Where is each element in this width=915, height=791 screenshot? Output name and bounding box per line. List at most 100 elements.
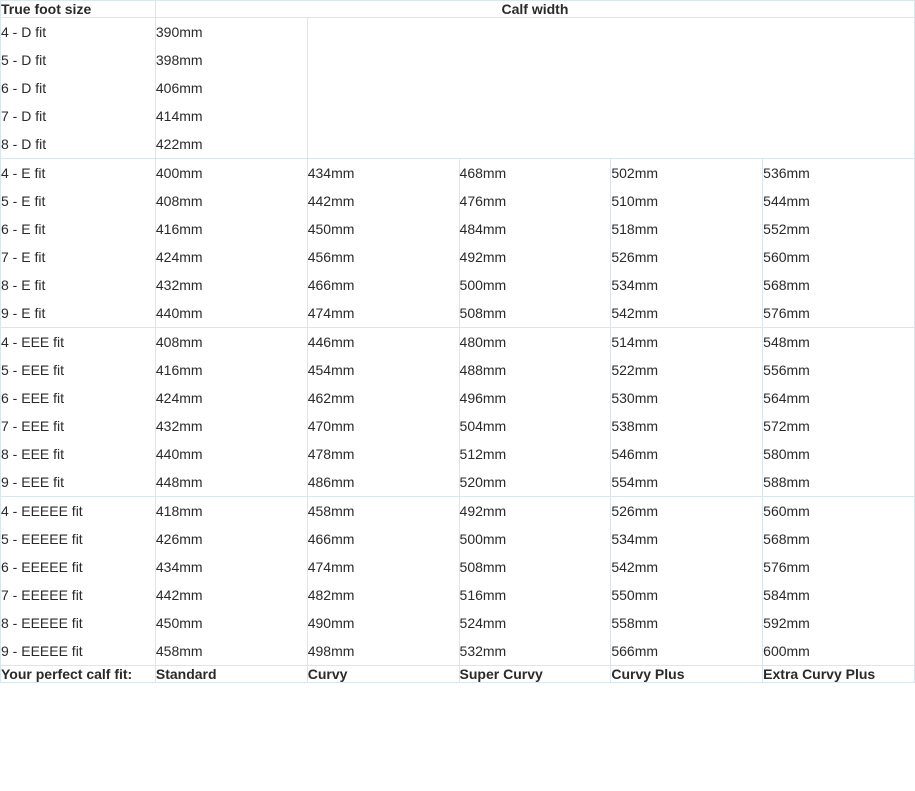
- value: 554mm: [611, 468, 762, 496]
- value: 486mm: [308, 468, 459, 496]
- group-row-e: 4 - E fit 5 - E fit 6 - E fit 7 - E fit …: [1, 159, 915, 328]
- value: 518mm: [611, 215, 762, 243]
- value: 534mm: [611, 525, 762, 553]
- value: 432mm: [156, 271, 307, 299]
- value: 568mm: [763, 271, 914, 299]
- value: 390mm: [156, 18, 307, 46]
- value: 514mm: [611, 328, 762, 356]
- value: 442mm: [308, 187, 459, 215]
- col-extracurvyplus-eeeee: 560mm 568mm 576mm 584mm 592mm 600mm: [763, 497, 915, 666]
- value: 490mm: [308, 609, 459, 637]
- labels-d: 4 - D fit 5 - D fit 6 - D fit 7 - D fit …: [1, 18, 156, 159]
- value: 458mm: [156, 637, 307, 665]
- value: 434mm: [156, 553, 307, 581]
- label: 5 - EEEEE fit: [1, 525, 155, 553]
- value: 530mm: [611, 384, 762, 412]
- col-standard-eeeee: 418mm 426mm 434mm 442mm 450mm 458mm: [155, 497, 307, 666]
- value: 456mm: [308, 243, 459, 271]
- value: 552mm: [763, 215, 914, 243]
- label: 7 - D fit: [1, 102, 155, 130]
- footer-label: Your perfect calf fit:: [1, 666, 156, 683]
- footer-curvyplus: Curvy Plus: [611, 666, 763, 683]
- value: 450mm: [308, 215, 459, 243]
- value: 424mm: [156, 243, 307, 271]
- label: 7 - EEE fit: [1, 412, 155, 440]
- value: 546mm: [611, 440, 762, 468]
- col-supercurvy-eee: 480mm 488mm 496mm 504mm 512mm 520mm: [459, 328, 611, 497]
- value: 498mm: [308, 637, 459, 665]
- value: 484mm: [460, 215, 611, 243]
- label: 4 - EEEEE fit: [1, 497, 155, 525]
- value: 400mm: [156, 159, 307, 187]
- label: 8 - E fit: [1, 271, 155, 299]
- footer-supercurvy: Super Curvy: [459, 666, 611, 683]
- value: 516mm: [460, 581, 611, 609]
- col-curvyplus-eee: 514mm 522mm 530mm 538mm 546mm 554mm: [611, 328, 763, 497]
- label: 5 - EEE fit: [1, 356, 155, 384]
- value: 538mm: [611, 412, 762, 440]
- value: 588mm: [763, 468, 914, 496]
- value: 482mm: [308, 581, 459, 609]
- value: 448mm: [156, 468, 307, 496]
- col-supercurvy-eeeee: 492mm 500mm 508mm 516mm 524mm 532mm: [459, 497, 611, 666]
- value: 432mm: [156, 412, 307, 440]
- col-extracurvyplus-e: 536mm 544mm 552mm 560mm 568mm 576mm: [763, 159, 915, 328]
- value: 398mm: [156, 46, 307, 74]
- label: 8 - EEEEE fit: [1, 609, 155, 637]
- col-standard-e: 400mm 408mm 416mm 424mm 432mm 440mm: [155, 159, 307, 328]
- value: 488mm: [460, 356, 611, 384]
- labels-eee: 4 - EEE fit 5 - EEE fit 6 - EEE fit 7 - …: [1, 328, 156, 497]
- value: 542mm: [611, 299, 762, 327]
- header-row: True foot size Calf width: [1, 1, 915, 18]
- value: 500mm: [460, 525, 611, 553]
- value: 416mm: [156, 215, 307, 243]
- value: 572mm: [763, 412, 914, 440]
- label: 6 - EEE fit: [1, 384, 155, 412]
- col-empty-d: [307, 18, 914, 159]
- col-curvy-eee: 446mm 454mm 462mm 470mm 478mm 486mm: [307, 328, 459, 497]
- label: 7 - EEEEE fit: [1, 581, 155, 609]
- value: 450mm: [156, 609, 307, 637]
- value: 426mm: [156, 525, 307, 553]
- value: 474mm: [308, 553, 459, 581]
- labels-eeeee: 4 - EEEEE fit 5 - EEEEE fit 6 - EEEEE fi…: [1, 497, 156, 666]
- value: 500mm: [460, 271, 611, 299]
- value: 556mm: [763, 356, 914, 384]
- calf-width-table: True foot size Calf width 4 - D fit 5 - …: [0, 0, 915, 683]
- footer-extracurvyplus: Extra Curvy Plus: [763, 666, 915, 683]
- labels-e: 4 - E fit 5 - E fit 6 - E fit 7 - E fit …: [1, 159, 156, 328]
- value: 548mm: [763, 328, 914, 356]
- value: 416mm: [156, 356, 307, 384]
- label: 4 - E fit: [1, 159, 155, 187]
- value: 454mm: [308, 356, 459, 384]
- value: 566mm: [611, 637, 762, 665]
- value: 510mm: [611, 187, 762, 215]
- col-standard-eee: 408mm 416mm 424mm 432mm 440mm 448mm: [155, 328, 307, 497]
- value: 466mm: [308, 271, 459, 299]
- value: 592mm: [763, 609, 914, 637]
- value: 558mm: [611, 609, 762, 637]
- col-supercurvy-e: 468mm 476mm 484mm 492mm 500mm 508mm: [459, 159, 611, 328]
- label: 4 - EEE fit: [1, 328, 155, 356]
- value: 560mm: [763, 497, 914, 525]
- value: 564mm: [763, 384, 914, 412]
- header-true-foot-size: True foot size: [1, 1, 156, 18]
- col-curvyplus-eeeee: 526mm 534mm 542mm 550mm 558mm 566mm: [611, 497, 763, 666]
- label: 9 - E fit: [1, 299, 155, 327]
- group-row-d: 4 - D fit 5 - D fit 6 - D fit 7 - D fit …: [1, 18, 915, 159]
- value: 520mm: [460, 468, 611, 496]
- header-calf-width: Calf width: [155, 1, 914, 18]
- value: 576mm: [763, 553, 914, 581]
- label: 7 - E fit: [1, 243, 155, 271]
- value: 440mm: [156, 440, 307, 468]
- value: 544mm: [763, 187, 914, 215]
- col-extracurvyplus-eee: 548mm 556mm 564mm 572mm 580mm 588mm: [763, 328, 915, 497]
- value: 478mm: [308, 440, 459, 468]
- value: 522mm: [611, 356, 762, 384]
- label: 4 - D fit: [1, 18, 155, 46]
- group-row-eeeee: 4 - EEEEE fit 5 - EEEEE fit 6 - EEEEE fi…: [1, 497, 915, 666]
- value: 476mm: [460, 187, 611, 215]
- col-standard-d: 390mm 398mm 406mm 414mm 422mm: [155, 18, 307, 159]
- value: 418mm: [156, 497, 307, 525]
- value: 406mm: [156, 74, 307, 102]
